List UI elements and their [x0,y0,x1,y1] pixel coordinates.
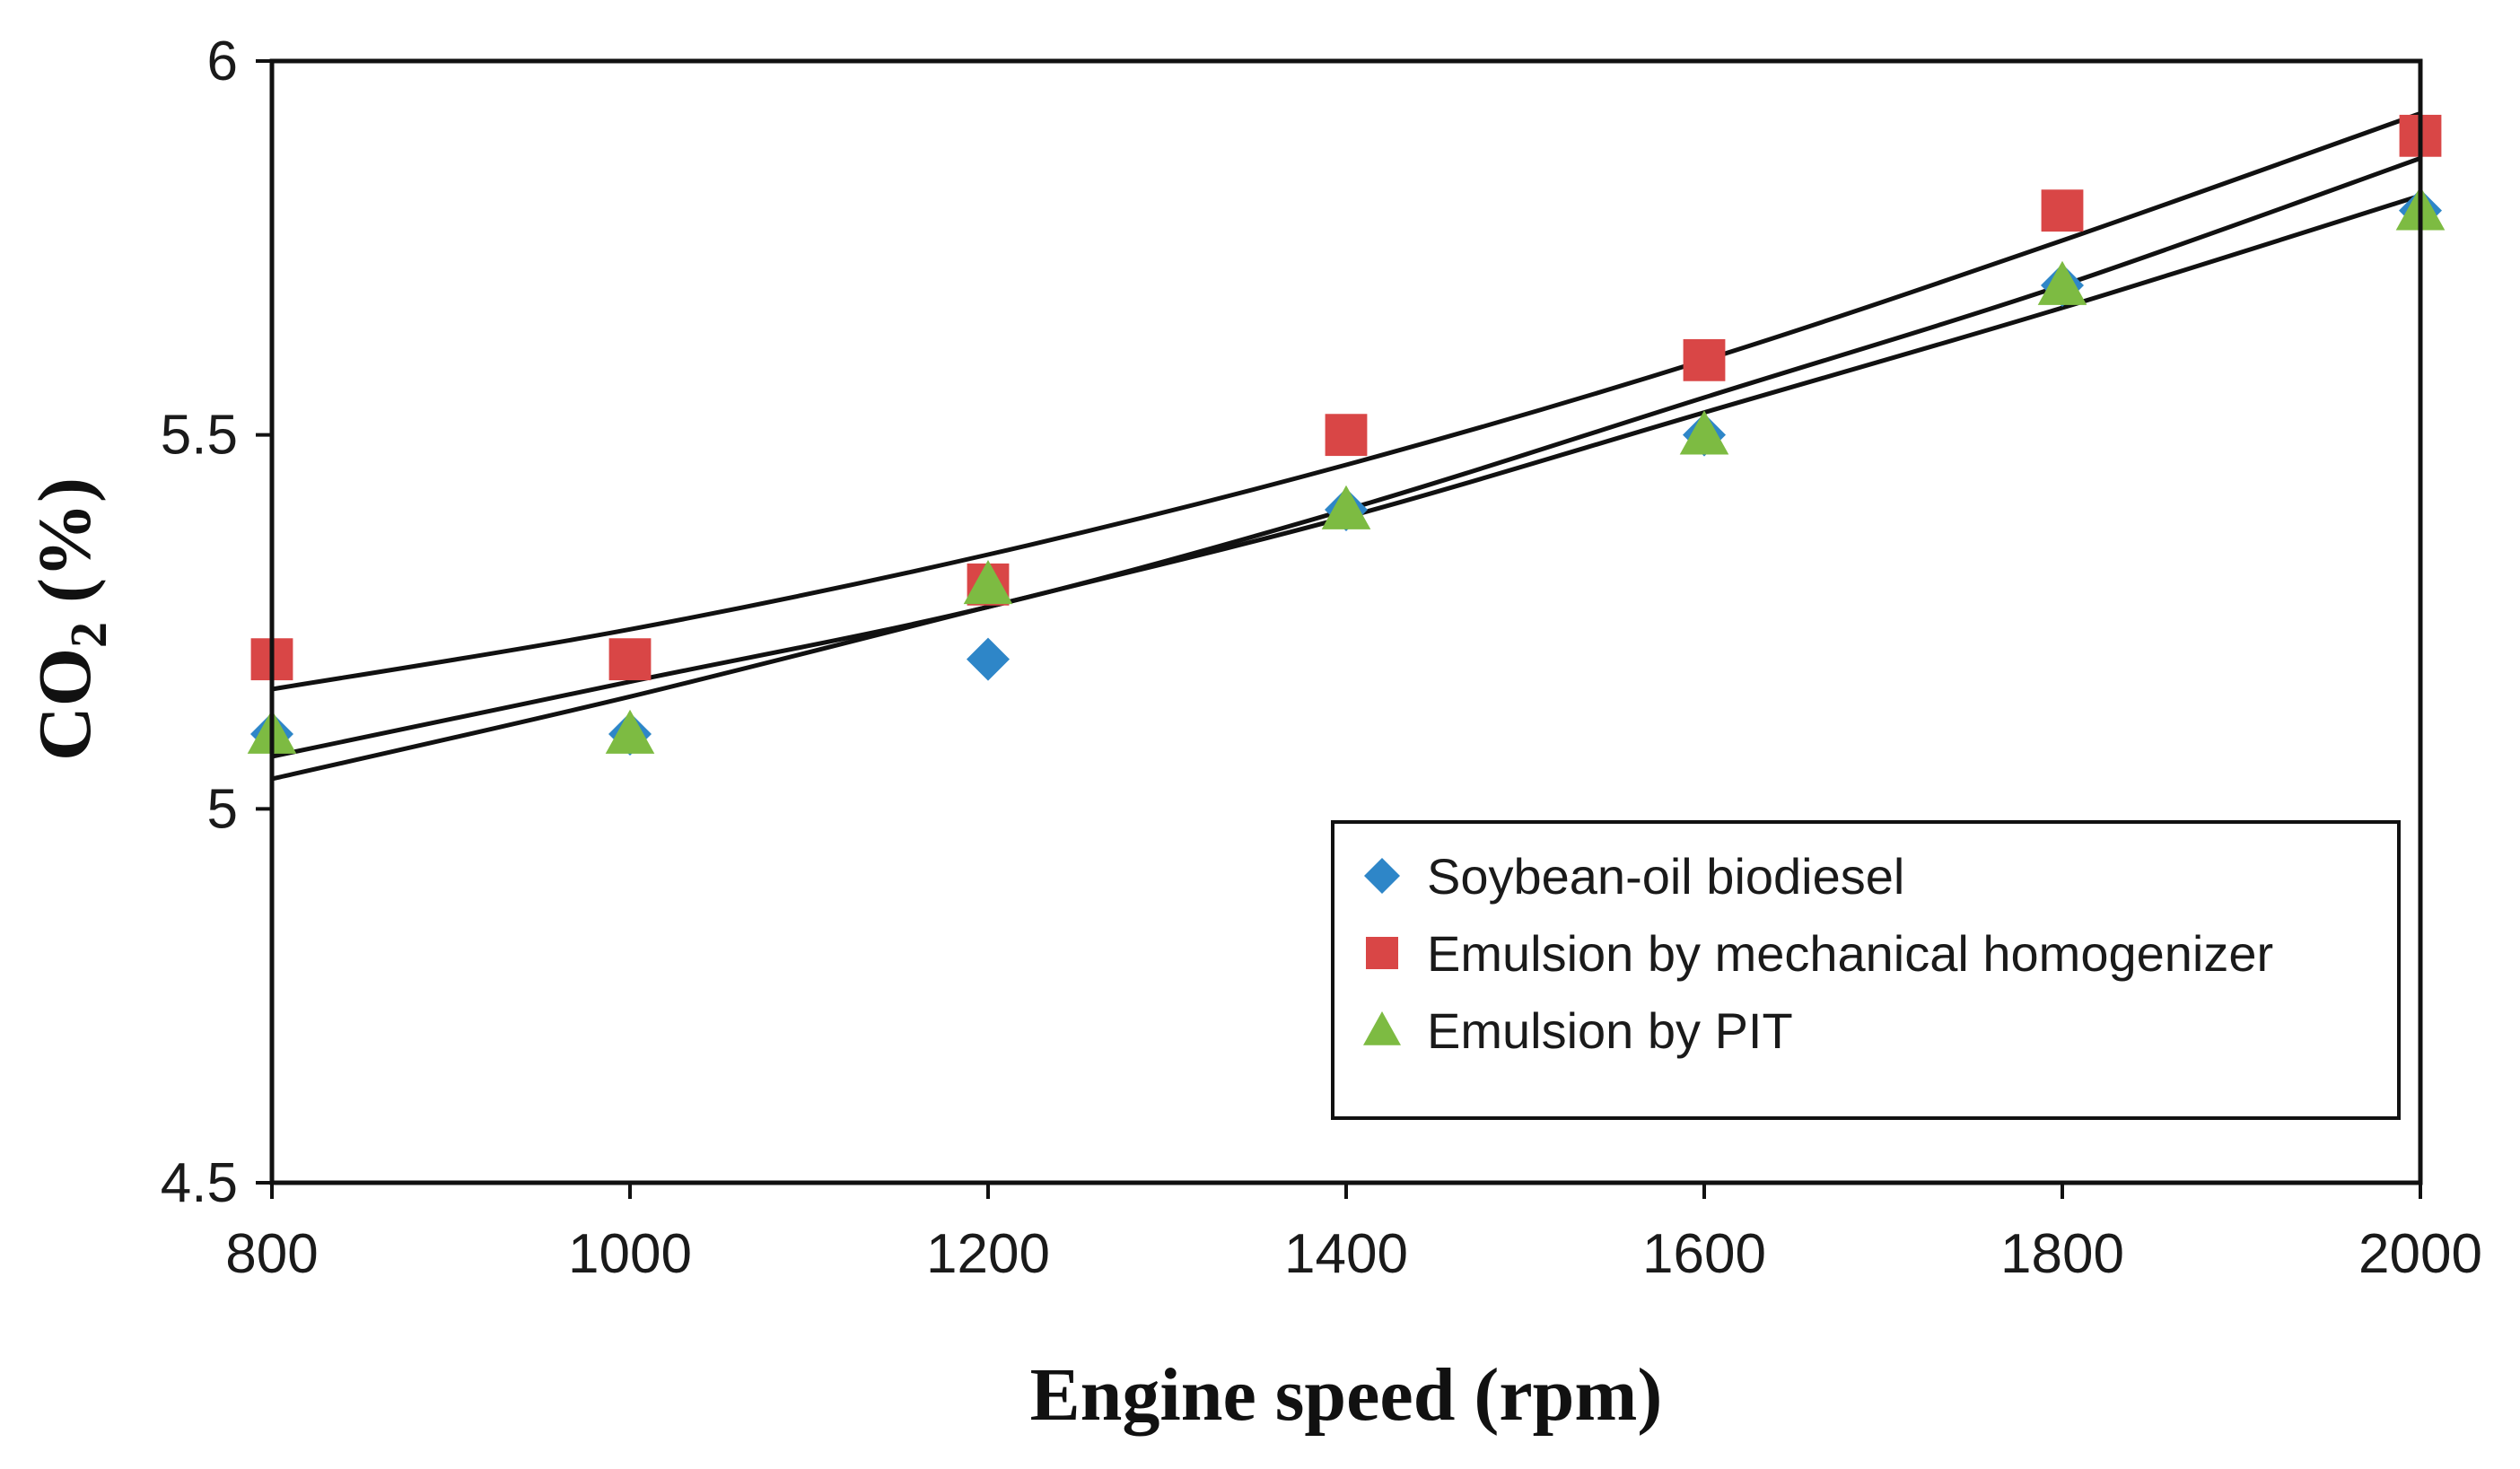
data-point-diamond [967,637,1010,681]
x-axis-title: Engine speed (rpm) [1030,1353,1663,1437]
axis-ticks: 4.5 5 5.5 6 800 1000 1200 1400 1600 1800 2000 [161,31,2482,1285]
legend-box [1331,820,2401,1120]
data-point-square [2041,189,2084,232]
data-point-triangle [605,709,655,754]
legend-marker-diamond [1364,858,1400,894]
legend-label: Emulsion by mechanical homogenizer [1427,925,2273,982]
data-point-triangle [2037,260,2087,305]
x-tick-label: 2000 [2358,1223,2482,1285]
trendline-square [271,110,2421,692]
data-point-triangle [1321,485,1371,529]
x-tick-label: 1600 [1642,1223,1766,1285]
x-tick-label: 1800 [2000,1223,2124,1285]
y-axis-title-subscript: 2 [59,622,118,648]
legend-items: Soybean-oil biodiesel Emulsion by mechani… [1363,848,2273,1059]
legend-entry: Emulsion by mechanical homogenizer [1366,925,2273,982]
x-tick-label: 1200 [926,1223,1050,1285]
data-point-square [1325,414,1368,457]
data-point-triangle [1679,410,1729,455]
y-axis-title: CO2 (%) [23,477,118,761]
legend-marker-triangle [1363,1011,1401,1045]
legend-label: Emulsion by PIT [1427,1002,1793,1059]
data-point-square [608,638,652,681]
y-axis-title-main: CO [23,648,107,761]
x-tick-label: 1400 [1284,1223,1408,1285]
legend-label: Soybean-oil biodiesel [1427,848,1904,905]
y-tick-label: 5.5 [161,405,238,467]
legend-entry: Emulsion by PIT [1363,1002,1793,1059]
legend-marker-square [1366,937,1398,969]
legend: Soybean-oil biodiesel Emulsion by mechani… [1331,820,2401,1120]
legend-entry: Soybean-oil biodiesel [1364,848,1904,905]
x-tick-label: 1000 [568,1223,692,1285]
y-axis-title-unit: (%) [23,477,107,622]
data-point-triangle [963,560,1013,605]
y-tick-label: 5 [207,778,238,840]
y-tick-label: 4.5 [161,1152,238,1214]
plot-area-frame [269,58,2423,1185]
x-tick-label: 800 [225,1223,318,1285]
data-point-square [1683,338,1726,381]
y-tick-label: 6 [207,31,238,92]
